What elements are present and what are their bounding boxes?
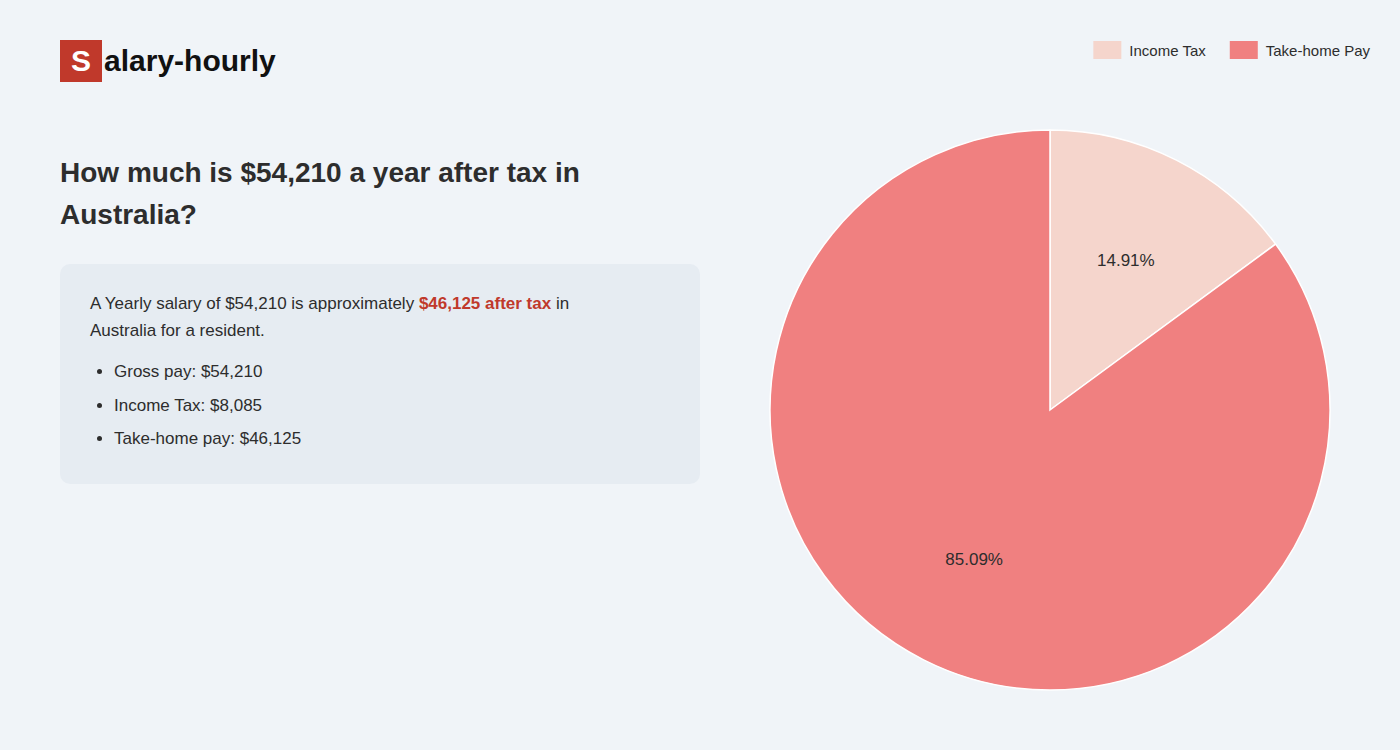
slices: [770, 130, 1330, 690]
logo-mark: S: [60, 40, 102, 82]
logo-text: alary-hourly: [104, 44, 276, 78]
data-label: 85.09%: [945, 550, 1003, 569]
data-labels: 14.91% 85.09%: [945, 251, 1154, 570]
title: How much is $54,210 a year after tax in …: [60, 152, 700, 236]
body-text-part: A Yearly salary of $54,210 is approximat…: [90, 294, 419, 313]
chart-area: 14.91% 85.09% Income Tax Take-home Pay: [700, 0, 1400, 750]
legend-label: Take-home Pay: [1266, 42, 1371, 59]
pie-slice: [770, 130, 1330, 690]
data-label: 14.91%: [1097, 251, 1155, 270]
logo: Salary-hourly: [60, 40, 700, 82]
text-panel: Salary-hourly How much is $54,210 a year …: [60, 40, 700, 484]
pie-chart: 14.91% 85.09% Income Tax Take-home Pay: [700, 0, 1400, 750]
body-text-part: in: [551, 294, 569, 313]
bullet-item: Income Tax: $8,085: [114, 392, 670, 419]
bullet-item: Take-home pay: $46,125: [114, 425, 670, 452]
bullet-item: Gross pay: $54,210: [114, 358, 670, 385]
legend-swatch: [1093, 41, 1121, 59]
body-text: A Yearly salary of $54,210 is approximat…: [90, 290, 670, 344]
highlight-text: $46,125 after tax: [419, 294, 551, 313]
info-box: A Yearly salary of $54,210 is approximat…: [60, 264, 700, 484]
body-text-part: Australia for a resident.: [90, 321, 265, 340]
bullet-list: Gross pay: $54,210 Income Tax: $8,085 Take…: [90, 358, 670, 452]
legend-label: Income Tax: [1129, 42, 1206, 59]
legend-swatch: [1230, 41, 1258, 59]
legend: Income Tax Take-home Pay: [1093, 41, 1370, 59]
